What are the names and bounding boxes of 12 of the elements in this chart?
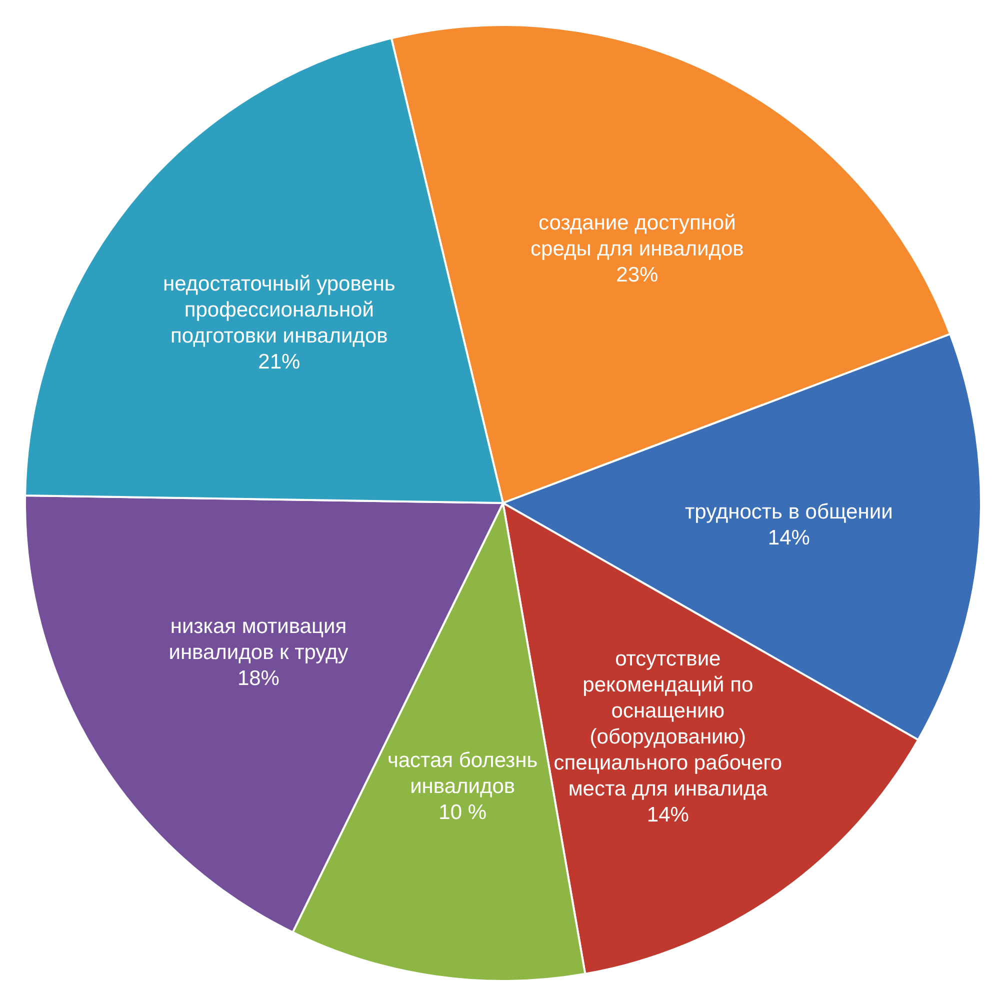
slice-label: трудность в общении [685, 500, 893, 524]
data-label: 14% [646, 803, 689, 826]
slice-label: частая болезнь инвалидов [387, 748, 538, 798]
slice-label: создание доступной среды для инвалидов [530, 211, 744, 260]
slice-label: недостаточный уровень профессиональной подготовки инвалидов [162, 272, 396, 348]
data-label: 18% [237, 666, 280, 690]
data-label: 21% [258, 350, 300, 374]
data-label: 10 % [438, 800, 487, 824]
data-label: 14% [768, 526, 810, 550]
data-label: 23% [616, 263, 658, 286]
slice-label: отсутствие рекомендаций по оснащению (оборудованию) специального рабочего места для инвалида [554, 647, 782, 800]
slice-label: низкая мотивация инвалидов к труду [168, 614, 349, 664]
